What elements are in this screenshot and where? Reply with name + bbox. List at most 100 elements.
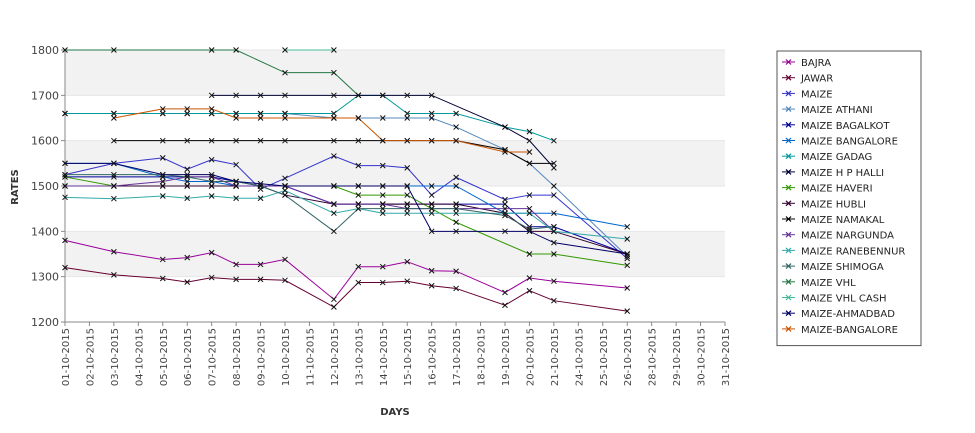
data-point xyxy=(331,110,337,117)
data-point xyxy=(208,178,215,185)
data-point xyxy=(428,267,435,274)
data-point xyxy=(184,110,191,117)
data-point xyxy=(233,161,239,168)
data-point xyxy=(502,201,508,207)
series-line xyxy=(62,187,631,242)
data-point xyxy=(257,110,264,117)
data-point xyxy=(282,110,288,117)
data-point xyxy=(184,174,191,180)
data-point xyxy=(184,171,191,178)
data-point xyxy=(551,210,557,217)
legend-marker xyxy=(785,168,792,175)
data-point xyxy=(159,178,166,185)
series-path xyxy=(113,140,554,164)
x-tick-label: 16-10-2015 xyxy=(428,328,439,386)
data-point xyxy=(208,249,215,256)
data-point xyxy=(404,192,411,198)
data-point xyxy=(453,174,459,181)
legend-marker xyxy=(785,247,792,254)
legend-label: MAIZE-AHMADBAD xyxy=(801,309,895,320)
legend-entry: MAIZE VHL xyxy=(782,278,856,289)
data-point xyxy=(404,278,411,285)
data-point xyxy=(551,228,557,235)
grid-band xyxy=(65,50,725,96)
data-point xyxy=(502,302,508,309)
legend-label: MAIZE-BANGALORE xyxy=(801,325,898,336)
data-point xyxy=(184,279,191,285)
data-point xyxy=(551,297,557,304)
data-point xyxy=(355,115,362,121)
data-point xyxy=(159,171,166,178)
data-point xyxy=(526,128,533,135)
legend-label: MAIZE NAMAKAL xyxy=(801,215,885,226)
data-point xyxy=(624,255,631,262)
x-tick-label: 07-10-2015 xyxy=(208,328,219,386)
data-point xyxy=(184,183,191,189)
series-line xyxy=(282,47,337,53)
series-path xyxy=(211,94,555,169)
data-point xyxy=(111,248,117,255)
legend-label: MAIZE HAVERI xyxy=(801,184,873,195)
data-point xyxy=(624,285,631,291)
data-point xyxy=(184,166,191,173)
data-point xyxy=(331,137,337,144)
series-line xyxy=(208,92,557,171)
data-point xyxy=(551,223,557,230)
legend-entry: BAJRA xyxy=(782,58,831,69)
y-tick-label: 1300 xyxy=(31,271,59,284)
data-point xyxy=(282,69,288,76)
legend-label: MAIZE HUBLI xyxy=(801,199,866,210)
data-point xyxy=(62,194,68,201)
data-point xyxy=(502,205,508,212)
data-point xyxy=(404,92,411,99)
data-point xyxy=(526,210,533,217)
data-point xyxy=(282,115,288,121)
data-point xyxy=(159,106,166,112)
data-point xyxy=(502,196,508,203)
data-point xyxy=(428,183,435,189)
data-point xyxy=(233,261,239,268)
data-point xyxy=(379,279,386,286)
legend-label: MAIZE BAGALKOT xyxy=(801,121,890,132)
x-tick-label: 17-10-2015 xyxy=(452,328,463,386)
x-tick-label: 05-10-2015 xyxy=(159,328,170,386)
data-point xyxy=(526,160,533,167)
legend-marker xyxy=(785,184,792,191)
data-point xyxy=(62,160,68,167)
data-point xyxy=(428,282,435,289)
data-point xyxy=(526,205,533,212)
x-axis-label: DAYS xyxy=(380,407,410,418)
data-point xyxy=(428,201,435,207)
legend-marker xyxy=(785,310,792,317)
data-point xyxy=(453,137,459,144)
legend-entry: MAIZE H P HALLI xyxy=(782,168,884,179)
data-point xyxy=(379,263,386,270)
data-point xyxy=(428,137,435,144)
grid-band xyxy=(65,231,725,277)
x-tick-label: 08-10-2015 xyxy=(232,328,243,386)
legend-marker xyxy=(785,278,792,285)
data-point xyxy=(526,275,533,281)
data-point xyxy=(282,47,288,53)
legend-label: MAIZE VHL xyxy=(801,278,856,289)
data-point xyxy=(159,137,166,144)
data-point xyxy=(62,237,68,244)
data-point xyxy=(404,205,411,212)
series-line xyxy=(62,237,631,303)
y-tick-label: 1500 xyxy=(31,180,59,193)
x-tick-label: 12-10-2015 xyxy=(330,328,341,386)
data-point xyxy=(624,308,631,314)
data-point xyxy=(404,210,411,217)
data-point xyxy=(404,258,411,265)
legend-marker xyxy=(785,74,792,81)
legend-entry: MAIZE ATHANI xyxy=(782,105,873,116)
legend-label: BAJRA xyxy=(801,58,831,69)
data-point xyxy=(404,137,411,144)
data-point xyxy=(428,92,435,99)
legend-marker xyxy=(785,200,792,207)
data-point xyxy=(257,261,264,268)
data-point xyxy=(551,192,557,198)
x-tick-label: 14-10-2015 xyxy=(379,328,390,386)
data-point xyxy=(526,287,533,294)
data-point xyxy=(111,195,117,202)
